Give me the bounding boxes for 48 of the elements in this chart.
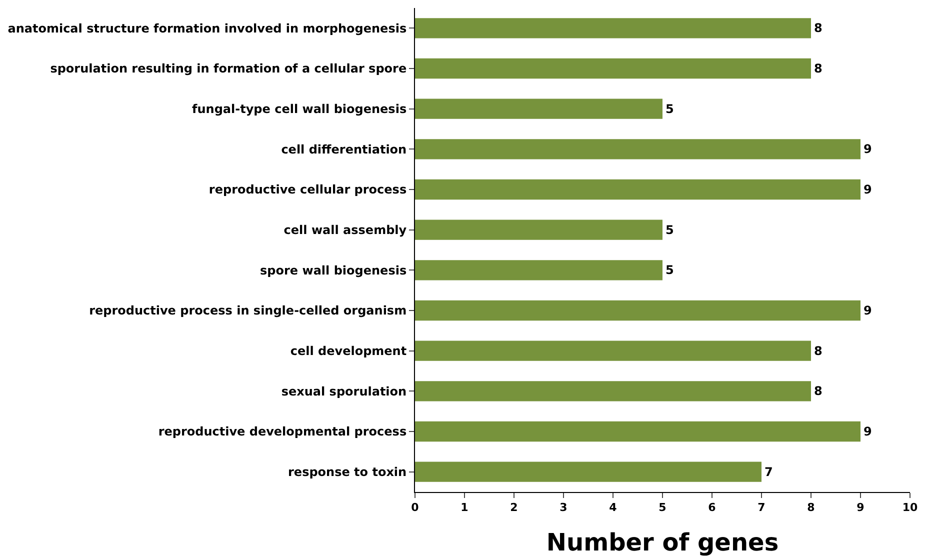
data-label: 7 [764, 464, 773, 479]
bar [415, 139, 860, 160]
y-tick-label: spore wall biogenesis [260, 263, 407, 278]
x-tick-label: 2 [510, 501, 518, 514]
y-tick-label: cell development [290, 344, 407, 358]
data-label: 9 [864, 182, 872, 196]
bar [415, 340, 811, 361]
data-label: 5 [666, 263, 674, 278]
x-tick-label: 9 [856, 501, 864, 514]
data-label: 8 [814, 62, 822, 76]
bar [415, 462, 762, 482]
x-axis-title: Number of genes [546, 528, 779, 556]
y-tick-label: fungal-type cell wall biogenesis [192, 102, 407, 116]
data-label: 5 [666, 222, 674, 237]
bar [415, 220, 662, 240]
y-tick-label: sexual sporulation [281, 384, 407, 398]
data-label: 9 [864, 142, 872, 156]
y-tick-label: response to toxin [288, 465, 407, 480]
data-label: 8 [814, 344, 822, 358]
data-label: 9 [864, 424, 872, 438]
data-label: 8 [814, 384, 822, 398]
data-label: 5 [666, 102, 674, 116]
x-tick-label: 6 [708, 501, 716, 514]
x-tick-label: 7 [758, 501, 766, 514]
y-tick-label: anatomical structure formation involved in morphogenesis [8, 21, 407, 36]
x-tick-label: 10 [902, 501, 918, 514]
bar [415, 381, 811, 402]
bar [415, 18, 811, 38]
y-tick-label: cell differentiation [281, 142, 407, 156]
bar [415, 421, 860, 442]
x-tick-label: 5 [658, 501, 666, 514]
data-label: 9 [864, 304, 872, 318]
y-tick-label: reproductive developmental process [158, 424, 407, 439]
y-tick-label: sporulation resulting in formation of a cellular spore [50, 62, 407, 76]
x-tick-label: 1 [460, 501, 468, 514]
x-tick-label: 8 [807, 501, 815, 514]
x-tick-label: 0 [411, 501, 420, 514]
data-label: 8 [814, 21, 822, 36]
x-tick-label: 3 [560, 501, 568, 514]
bar [415, 300, 860, 321]
y-tick-label: cell wall assembly [284, 223, 407, 238]
y-tick-label: reproductive process in single-celled organism [89, 304, 407, 318]
bar [415, 179, 860, 200]
x-tick-label: 4 [609, 501, 618, 514]
y-tick-label: reproductive cellular process [208, 182, 407, 197]
bar [415, 260, 662, 280]
bar [415, 98, 662, 119]
bar [415, 58, 811, 79]
